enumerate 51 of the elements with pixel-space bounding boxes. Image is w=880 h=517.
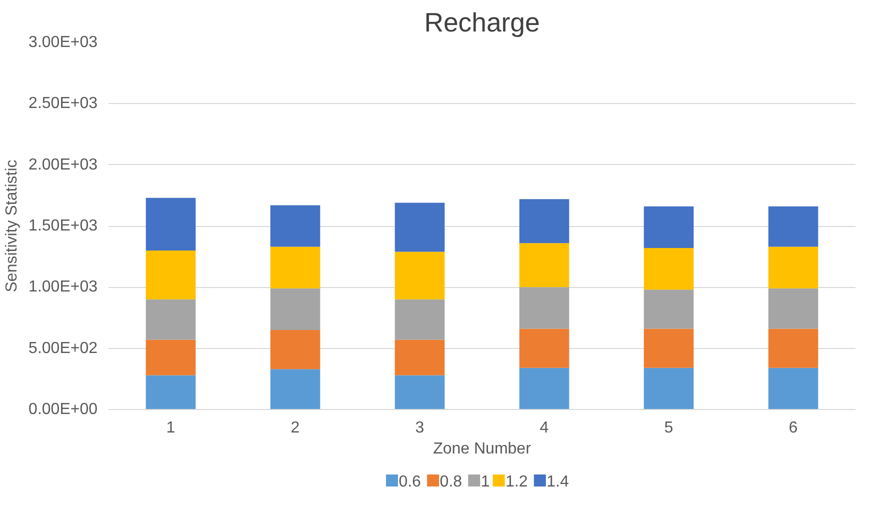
y-axis-title: Sensitivity Statistic — [4, 160, 21, 292]
legend-label: 1 — [480, 474, 490, 490]
bar — [146, 299, 196, 340]
bar — [270, 205, 320, 247]
y-tick-label: 2.50E+03 — [28, 95, 98, 112]
y-tick-label: 5.00E+02 — [28, 340, 98, 357]
legend-label: 1.2 — [506, 474, 528, 490]
y-tick-label: 1.00E+03 — [28, 278, 98, 296]
bar — [519, 368, 570, 410]
bar — [644, 248, 694, 290]
bar — [394, 299, 445, 340]
bar — [394, 375, 445, 410]
bar — [146, 375, 196, 410]
x-tick-label: 1 — [166, 420, 176, 436]
bar — [644, 290, 694, 329]
bar — [768, 368, 818, 410]
bar — [519, 287, 570, 329]
bar — [394, 340, 445, 376]
bar — [270, 288, 320, 330]
bar — [644, 368, 694, 410]
x-tick-label: 6 — [788, 420, 798, 436]
bar — [768, 288, 818, 329]
bar — [394, 202, 445, 252]
legend-label: 0.8 — [440, 474, 462, 490]
bar — [519, 243, 570, 288]
y-tick-label: 2.00E+03 — [28, 156, 98, 174]
bar — [768, 328, 818, 368]
bar — [146, 250, 196, 300]
bar — [146, 340, 196, 376]
bar — [644, 206, 694, 248]
x-tick-label: 3 — [415, 420, 424, 436]
bar — [768, 246, 818, 288]
bar — [270, 330, 320, 370]
legend-label: 0.6 — [398, 474, 422, 490]
bar — [270, 369, 320, 410]
bar — [270, 246, 320, 288]
y-tick-label: 1.50E+03 — [28, 218, 98, 234]
x-tick-label: 4 — [540, 420, 549, 436]
x-tick-label: 5 — [664, 420, 674, 436]
bar — [394, 252, 445, 300]
bar — [146, 198, 196, 250]
legend-label: 1.4 — [546, 474, 569, 490]
y-tick-label: 0.00E+00 — [28, 401, 98, 418]
bar — [519, 199, 570, 244]
bar — [644, 328, 694, 368]
x-tick-label: 2 — [290, 420, 300, 436]
y-tick-label: 3.00E+03 — [28, 34, 98, 51]
bar — [519, 328, 570, 368]
bar — [768, 206, 818, 247]
chart-title: Recharge — [424, 8, 540, 38]
x-axis-title: Zone Number — [433, 440, 532, 458]
